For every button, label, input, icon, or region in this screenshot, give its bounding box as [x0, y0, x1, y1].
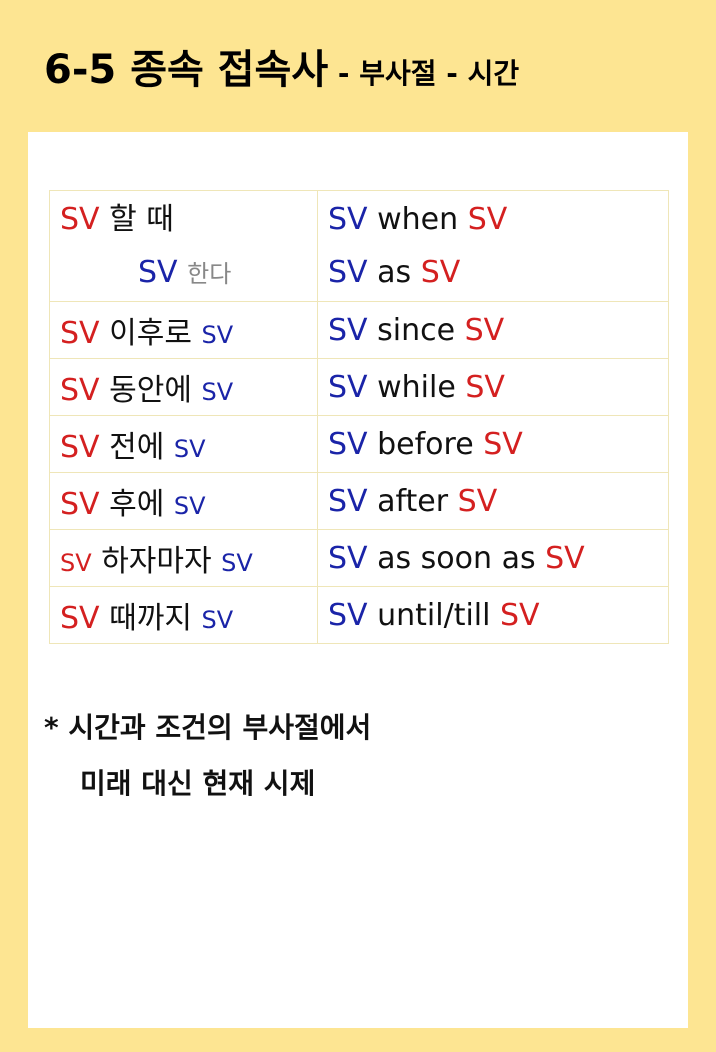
- english-conjunction: before: [377, 426, 474, 462]
- english-cell: SV while SV: [317, 358, 669, 416]
- english-subject: SV: [328, 369, 368, 405]
- korean-cell: SV 전에 SV: [49, 415, 318, 473]
- korean-subject: SV: [60, 549, 92, 577]
- korean-subject: SV: [60, 202, 100, 237]
- english-conjunction: while: [377, 369, 456, 405]
- korean-conjunction: 동안에: [109, 373, 192, 408]
- korean-cell: SV 할 때 SV 한다: [49, 190, 318, 302]
- english-conjunction: since: [377, 312, 456, 348]
- korean-subject: SV: [60, 487, 100, 522]
- english-conjunction: as soon as: [377, 540, 536, 576]
- content-panel: SV 할 때 SV 한다 SV when SV SV as SV SV 이후로 …: [28, 132, 688, 1028]
- english-object: SV: [457, 483, 498, 519]
- english-conjunction: until/till: [377, 597, 491, 633]
- english-object: SV: [545, 540, 585, 576]
- korean-cell: SV 하자마자 SV: [49, 529, 318, 587]
- english-subject: SV: [328, 426, 368, 462]
- korean-subject: SV: [138, 255, 178, 290]
- english-object: SV: [483, 426, 523, 462]
- korean-object: SV: [201, 378, 234, 406]
- korean-conjunction: 하자마자: [101, 544, 212, 579]
- korean-object: SV: [221, 549, 253, 577]
- korean-subject: SV: [60, 373, 100, 408]
- english-cell: SV until/till SV: [317, 586, 669, 644]
- english-subject: SV: [328, 597, 368, 633]
- english-subject: SV: [328, 202, 368, 237]
- korean-object: SV: [173, 435, 206, 463]
- korean-conjunction: 후에: [109, 487, 165, 522]
- korean-subject: SV: [60, 430, 100, 465]
- korean-cell: SV 동안에 SV: [49, 358, 318, 416]
- english-object: SV: [420, 255, 461, 290]
- korean-object: 한다: [187, 260, 232, 288]
- conjunction-table: SV 할 때 SV 한다 SV when SV SV as SV SV 이후로 …: [49, 190, 669, 644]
- header-band: 6-5 종속 접속사 - 부사절 - 시간: [16, 14, 700, 132]
- korean-conjunction: 할 때: [109, 202, 174, 237]
- english-object: SV: [464, 312, 505, 348]
- note-line-1: * 시간과 조건의 부사절에서: [44, 711, 372, 744]
- english-subject: SV: [328, 312, 368, 348]
- english-subject: SV: [328, 255, 368, 290]
- korean-conjunction: 전에: [109, 430, 165, 465]
- english-object: SV: [465, 369, 505, 405]
- korean-cell: SV 때까지 SV: [49, 586, 318, 644]
- english-conjunction: as: [377, 255, 412, 290]
- korean-subject: SV: [60, 316, 100, 351]
- table-row: SV 할 때 SV 한다 SV when SV SV as SV: [49, 190, 669, 302]
- page-title: 6-5 종속 접속사 - 부사절 - 시간: [44, 50, 519, 90]
- english-subject: SV: [328, 483, 368, 519]
- note-line-2: 미래 대신 현재 시제: [80, 767, 316, 800]
- english-cell: SV before SV: [317, 415, 669, 473]
- english-object: SV: [500, 597, 540, 633]
- korean-conjunction: 이후로: [109, 316, 192, 351]
- table-row: SV 하자마자 SV SV as soon as SV: [49, 529, 669, 587]
- title-main: 6-5 종속 접속사: [44, 47, 329, 93]
- korean-cell: SV 후에 SV: [49, 472, 318, 530]
- table-row: SV 동안에 SV SV while SV: [49, 358, 669, 416]
- title-subtitle: - 부사절 - 시간: [328, 57, 520, 90]
- english-conjunction: when: [377, 202, 459, 237]
- korean-object: SV: [173, 492, 206, 520]
- table-row: SV 후에 SV SV after SV: [49, 472, 669, 530]
- table-row: SV 때까지 SV SV until/till SV: [49, 586, 669, 644]
- english-cell: SV as soon as SV: [317, 529, 669, 587]
- korean-conjunction: 때까지: [109, 601, 192, 636]
- english-cell: SV after SV: [317, 472, 669, 530]
- table-row: SV 전에 SV SV before SV: [49, 415, 669, 473]
- english-object: SV: [467, 202, 508, 237]
- korean-cell: SV 이후로 SV: [49, 301, 318, 359]
- english-subject: SV: [328, 540, 368, 576]
- korean-object: SV: [201, 606, 234, 634]
- english-conjunction: after: [377, 483, 449, 519]
- korean-subject: SV: [60, 601, 100, 636]
- english-cell: SV since SV: [317, 301, 669, 359]
- korean-object: SV: [201, 321, 234, 349]
- english-cell: SV when SV SV as SV: [317, 190, 669, 302]
- table-row: SV 이후로 SV SV since SV: [49, 301, 669, 359]
